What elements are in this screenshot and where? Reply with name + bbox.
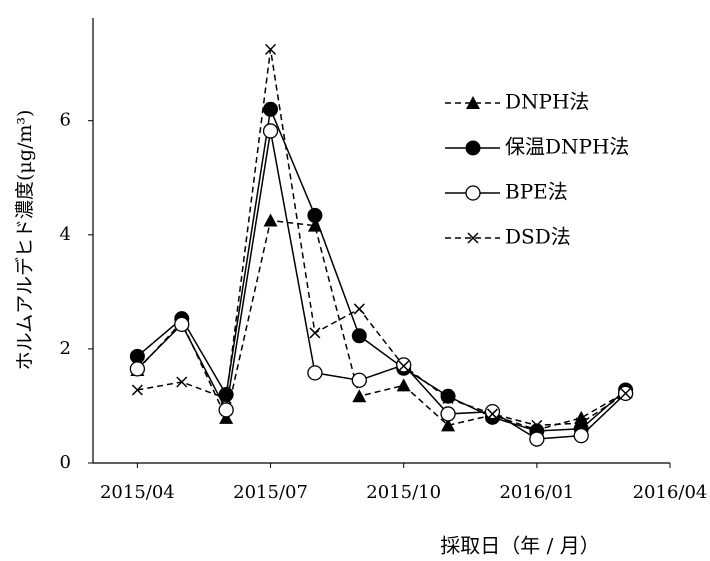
x-tick-label: 2015/07 — [233, 482, 308, 503]
legend-label: DNPH法 — [505, 90, 589, 114]
cross-marker — [176, 376, 188, 388]
cross-marker — [620, 387, 632, 399]
cross-marker — [467, 232, 479, 244]
triangle-marker — [396, 378, 411, 392]
open-circle-marker — [262, 123, 279, 139]
x-tick-label: 2015/10 — [366, 482, 441, 503]
triangle-marker — [574, 410, 589, 424]
cross-marker — [531, 419, 543, 431]
open-circle-marker — [573, 427, 589, 444]
triangle-marker — [307, 218, 322, 232]
triangle-marker — [466, 96, 480, 109]
triangle-marker — [263, 213, 278, 227]
open-circle-marker — [218, 402, 234, 418]
filled-circle-marker — [440, 388, 456, 404]
x-tick-label: 2016/01 — [499, 482, 574, 503]
open-circle-marker — [465, 185, 481, 201]
filled-circle-marker — [351, 328, 367, 344]
open-circle-marker — [307, 365, 323, 381]
filled-circle-marker — [129, 348, 145, 364]
x-tick-label: 2015/04 — [100, 482, 175, 503]
cross-marker — [353, 303, 365, 315]
open-circle-marker — [351, 372, 367, 388]
filled-circle-marker — [263, 101, 279, 117]
filled-circle-marker — [218, 387, 234, 403]
y-tick-label: 6 — [60, 110, 71, 131]
cross-marker — [309, 327, 321, 339]
cross-marker — [131, 384, 143, 396]
open-circle-marker — [396, 357, 412, 373]
cross-marker — [398, 360, 410, 372]
filled-circle-marker — [465, 140, 481, 156]
cross-marker — [486, 408, 498, 420]
open-circle-marker — [129, 361, 146, 377]
x-tick-label: 2016/04 — [633, 482, 708, 503]
cross-marker — [442, 393, 454, 405]
y-tick-label: 2 — [60, 338, 71, 359]
x-axis-label: 採取日（年 / 月） — [440, 534, 599, 558]
triangle-marker — [352, 389, 367, 403]
open-circle-marker — [529, 431, 545, 447]
open-circle-marker — [174, 316, 190, 333]
legend-label: 保温DNPH法 — [505, 135, 629, 159]
open-circle-marker — [440, 406, 456, 422]
cross-marker — [575, 417, 587, 429]
cross-marker — [220, 393, 232, 405]
y-tick-label: 4 — [60, 224, 71, 245]
y-axis-label: ホルムアルデヒド濃度(μg/m³) — [14, 110, 36, 371]
triangle-marker — [441, 418, 456, 432]
filled-circle-marker — [307, 207, 323, 223]
legend-label: BPE法 — [505, 180, 568, 204]
open-circle-marker — [484, 404, 501, 420]
cross-marker — [265, 43, 277, 55]
y-tick-label: 0 — [60, 452, 71, 473]
legend-label: DSD法 — [505, 225, 571, 249]
series-line — [136, 219, 626, 431]
